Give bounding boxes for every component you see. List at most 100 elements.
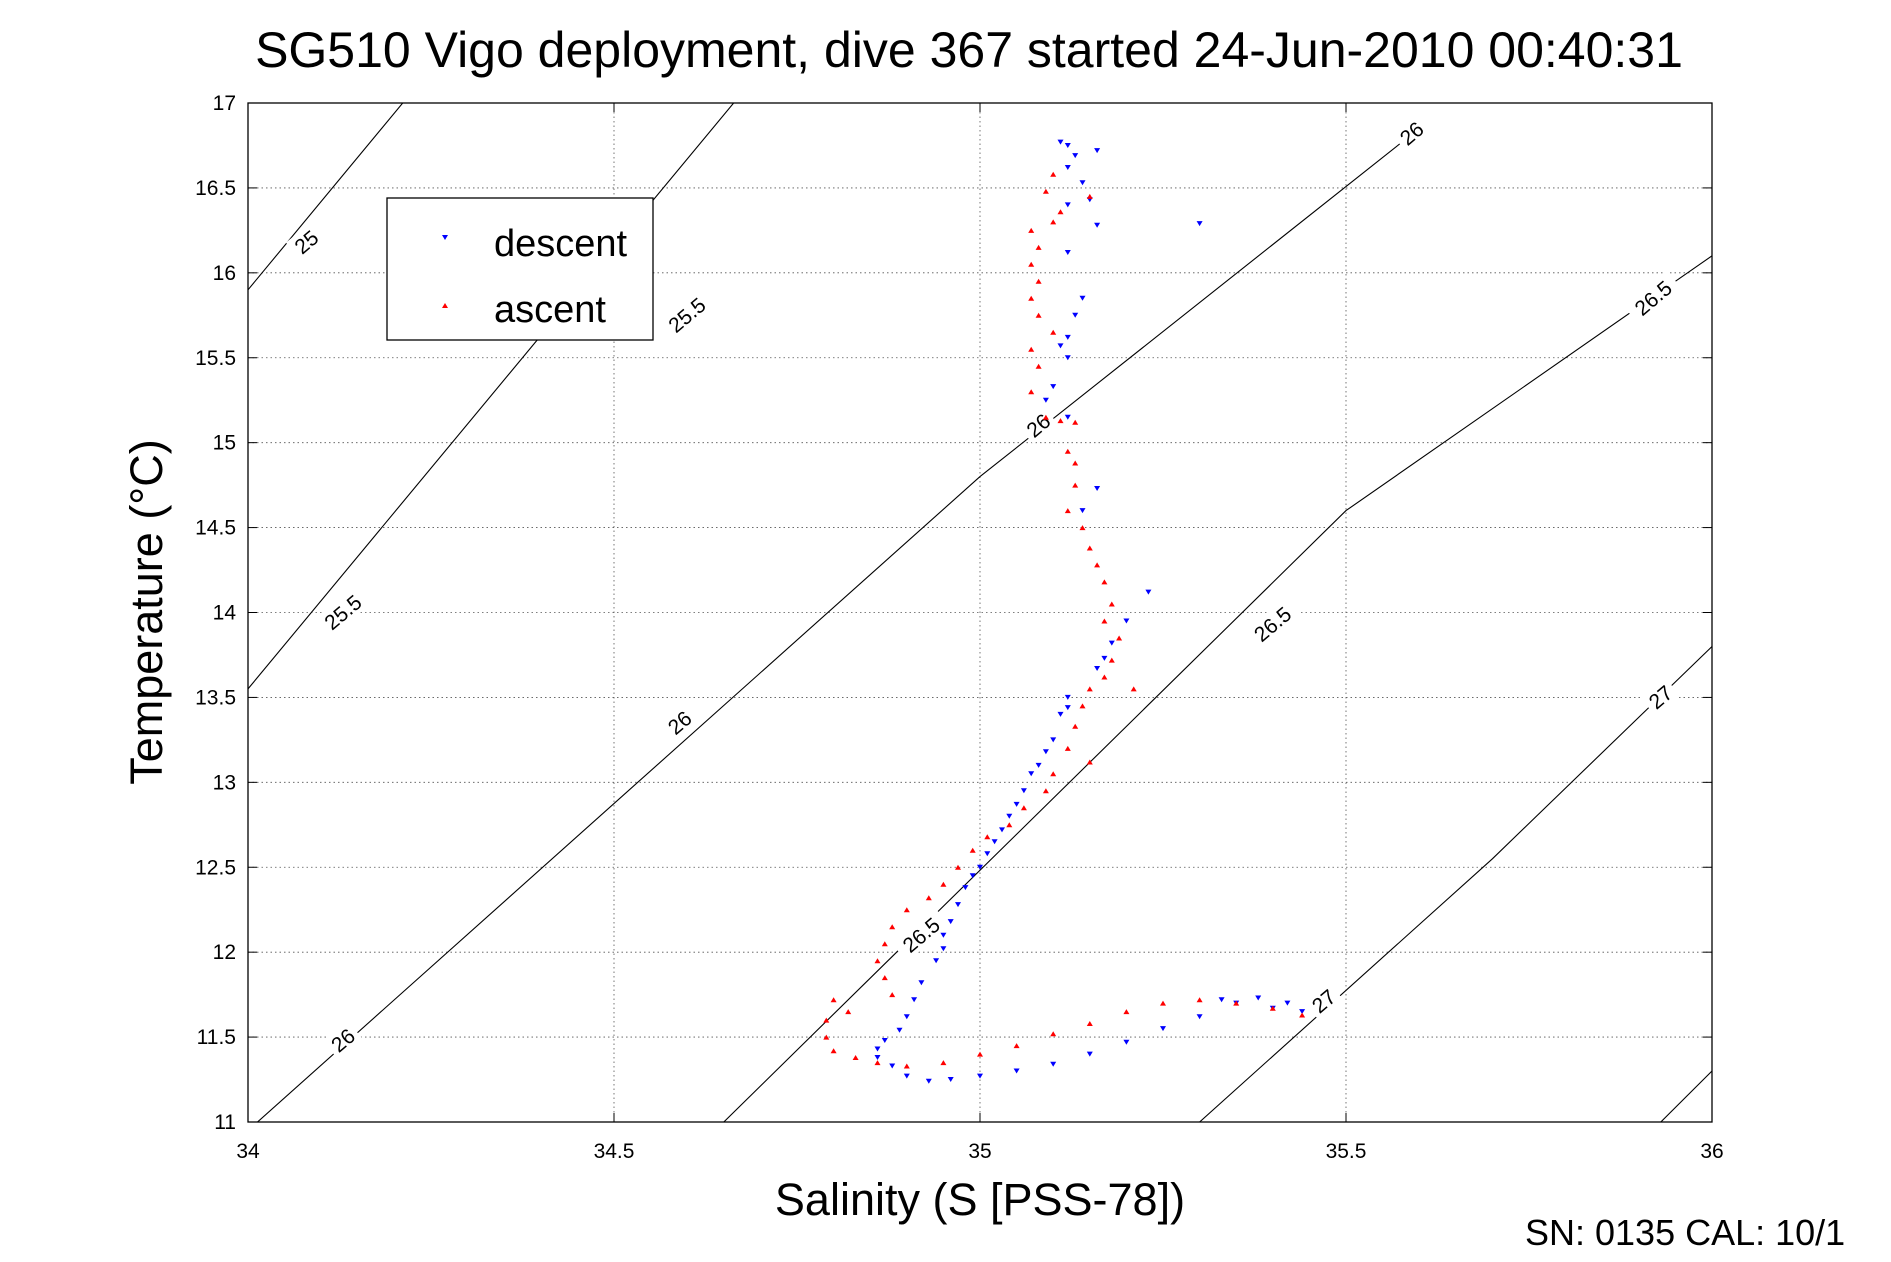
contour-label: 26.5 <box>1242 596 1302 651</box>
point-ascent <box>969 847 976 853</box>
point-ascent <box>1108 657 1115 663</box>
point-ascent <box>1094 562 1101 568</box>
point-ascent <box>1035 278 1042 284</box>
point-ascent <box>874 958 881 964</box>
contour-label: 27 <box>1303 981 1344 1021</box>
point-ascent <box>1101 618 1108 624</box>
point-descent <box>911 997 918 1003</box>
point-descent <box>1086 1051 1093 1057</box>
point-ascent <box>1123 1009 1130 1015</box>
point-ascent <box>1233 1000 1240 1006</box>
point-ascent <box>1006 822 1013 828</box>
point-descent <box>1057 343 1064 349</box>
point-descent <box>1123 1039 1130 1045</box>
y-tick-label: 17 <box>213 92 236 115</box>
point-ascent <box>1079 525 1086 531</box>
legend-marker-ascent <box>442 303 448 308</box>
y-tick-label: 13.5 <box>195 686 236 709</box>
point-descent <box>947 1077 954 1082</box>
point-descent <box>1284 1000 1291 1006</box>
point-ascent <box>1086 1021 1093 1026</box>
grid <box>248 103 1712 1122</box>
point-ascent <box>823 1017 830 1023</box>
point-ascent <box>977 1051 983 1057</box>
point-descent <box>1035 762 1042 768</box>
point-ascent <box>1064 448 1071 454</box>
point-ascent <box>1028 389 1035 395</box>
point-descent <box>1160 1026 1166 1032</box>
point-descent <box>1050 384 1057 390</box>
point-ascent <box>1086 545 1093 551</box>
point-ascent <box>1299 1012 1306 1018</box>
point-ascent <box>1050 1031 1057 1037</box>
point-descent <box>1028 771 1035 777</box>
contour-label-gap <box>1391 113 1432 153</box>
point-ascent <box>940 881 947 887</box>
y-axis-label: Temperature (°C) <box>121 439 172 785</box>
point-descent <box>1006 813 1013 819</box>
point-ascent <box>903 907 910 913</box>
point-descent <box>1094 222 1101 228</box>
point-descent <box>977 864 983 870</box>
point-descent <box>1094 666 1101 671</box>
point-ascent <box>1042 414 1049 420</box>
isopycnal-line <box>248 103 404 291</box>
point-descent <box>1094 486 1101 491</box>
point-ascent <box>1028 227 1035 233</box>
contour-label: 26.5 <box>1623 270 1682 325</box>
contour-label-gap <box>285 222 326 262</box>
point-ascent <box>1050 171 1057 177</box>
point-descent <box>896 1027 903 1033</box>
contour-label-gap <box>1242 596 1302 651</box>
point-ascent <box>1079 703 1086 709</box>
point-ascent <box>830 997 837 1003</box>
point-descent <box>1123 618 1130 624</box>
point-ascent <box>1050 771 1057 777</box>
contour-label-gap <box>659 702 700 742</box>
point-descent <box>1064 202 1071 208</box>
point-ascent <box>1050 219 1057 225</box>
point-ascent <box>1269 1005 1276 1011</box>
point-ascent <box>1196 997 1203 1003</box>
point-ascent <box>940 1060 947 1066</box>
point-ascent <box>1042 788 1049 794</box>
y-axis-ticks: 11 11.5 12 12.5 13 13.5 14 14.5 15 15.5 16 16.5 17 <box>195 92 1712 1134</box>
point-ascent <box>1072 460 1079 466</box>
point-descent <box>925 1078 932 1084</box>
point-descent <box>977 1073 983 1079</box>
point-descent <box>1072 153 1079 159</box>
point-ascent <box>925 895 932 901</box>
point-ascent <box>1086 759 1093 765</box>
point-descent <box>1079 508 1086 514</box>
point-descent <box>933 958 940 964</box>
point-descent <box>955 902 961 908</box>
point-descent <box>1064 250 1071 255</box>
y-tick-label: 14.5 <box>195 517 236 540</box>
contour-label: 25.5 <box>657 287 716 342</box>
point-descent <box>881 1038 888 1043</box>
contour-label-text: 25 <box>291 226 324 259</box>
point-descent <box>1013 801 1020 807</box>
x-tick-label: 34 <box>236 1140 260 1163</box>
point-ascent <box>889 924 896 930</box>
point-descent <box>1196 221 1203 227</box>
point-ascent <box>1116 635 1123 641</box>
point-ascent <box>1013 1043 1020 1049</box>
point-ascent <box>874 1060 881 1066</box>
point-descent <box>1299 1009 1306 1015</box>
point-descent <box>1057 139 1064 145</box>
point-descent <box>1064 143 1071 148</box>
point-descent <box>1094 148 1101 154</box>
point-ascent <box>1057 209 1064 215</box>
point-descent <box>984 851 991 857</box>
point-descent <box>1064 414 1071 420</box>
x-axis-label: Salinity (S [PSS-78]) <box>775 1174 1185 1225</box>
contour-label: 26 <box>659 702 700 742</box>
legend-marker-descent <box>442 235 448 240</box>
point-ascent <box>1130 686 1137 692</box>
point-descent <box>947 919 954 925</box>
contour-label-gap <box>1623 270 1682 325</box>
point-ascent <box>1108 601 1115 607</box>
